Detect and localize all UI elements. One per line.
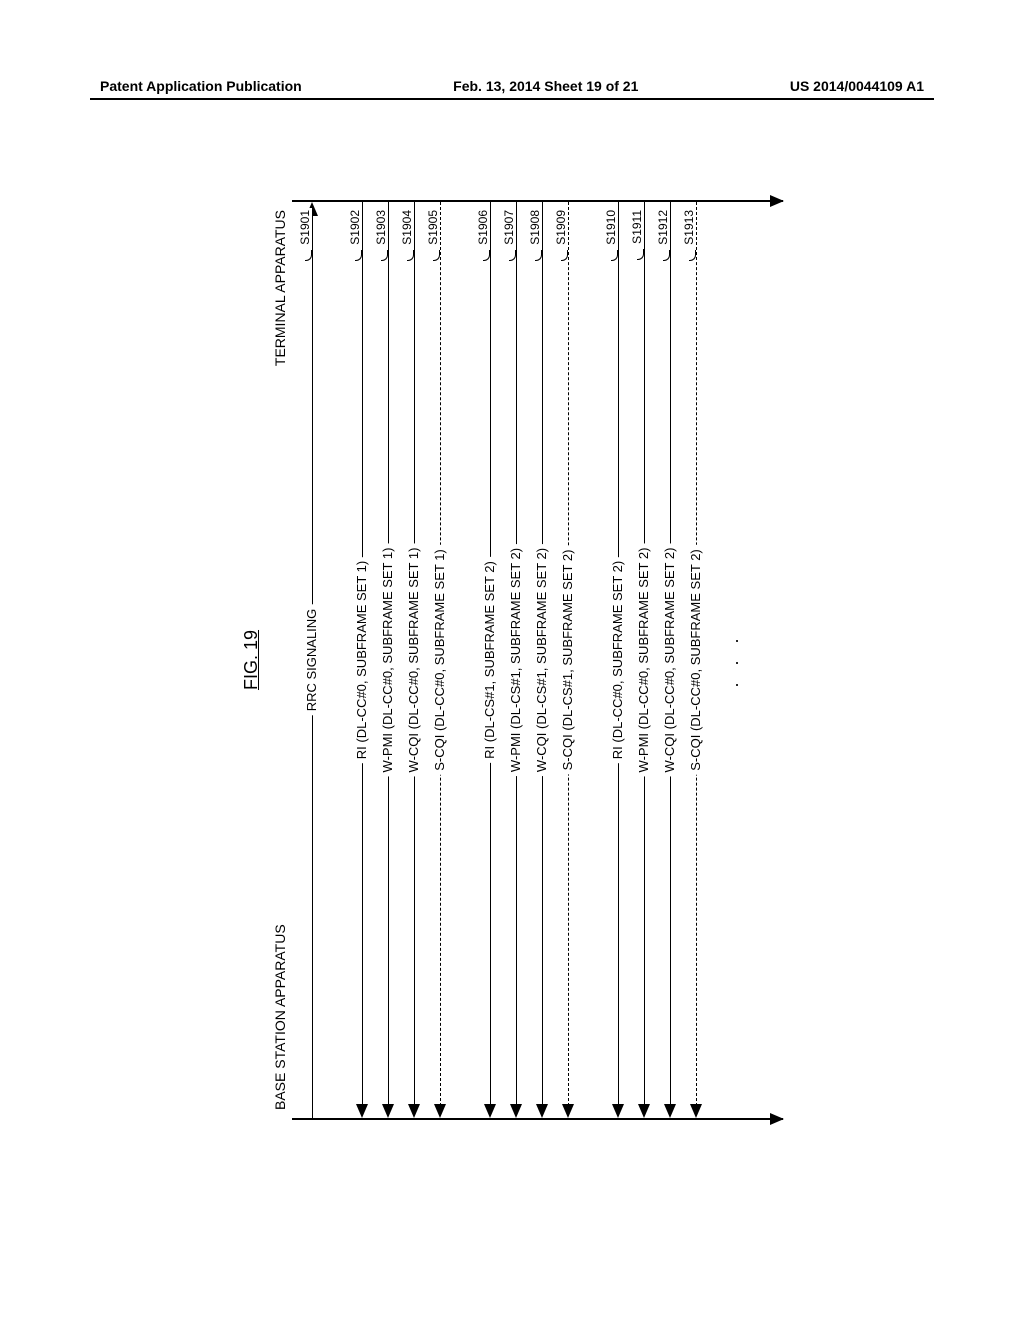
message-label: RI (DL-CS#1, SUBFRAME SET 2) [482,557,497,763]
step-label: S1902 [348,208,362,247]
rrc-signaling-arrow: RRC SIGNALING S1901 [300,202,324,1118]
step-label: S1909 [554,208,568,247]
csi-brackets: CSI (DL-CC#0, SUBFRAME SET 1)CSI (DL-CS#… [292,0,783,190]
rrc-label: RRC SIGNALING [304,605,319,716]
message-label: S-CQI (DL-CC#0, SUBFRAME SET 1) [432,545,447,775]
flow-area: RRC SIGNALING S1901 RI (DL-CC#0, SUBFRAM… [292,200,783,1120]
csi-arrow: S-CQI (DL-CC#0, SUBFRAME SET 1) S1905 [428,202,452,1118]
message-label: W-PMI (DL-CC#0, SUBFRAME SET 1) [380,544,395,777]
rrc-step: S1901 [298,208,312,247]
step-label: S1906 [476,208,490,247]
csi-arrow: RI (DL-CC#0, SUBFRAME SET 2) S1910 [606,202,630,1118]
message-label: W-PMI (DL-CS#1, SUBFRAME SET 2) [508,544,523,776]
csi-arrow: S-CQI (DL-CS#1, SUBFRAME SET 2) S1909 [556,202,580,1118]
message-label: W-PMI (DL-CC#0, SUBFRAME SET 2) [636,544,651,777]
figure-title: FIG. 19 [241,200,262,1120]
csi-arrow: W-CQI (DL-CC#0, SUBFRAME SET 1) S1904 [402,202,426,1118]
message-label: W-CQI (DL-CC#0, SUBFRAME SET 1) [406,544,421,777]
step-label: S1911 [630,208,644,246]
csi-arrow: W-PMI (DL-CC#0, SUBFRAME SET 1) S1903 [376,202,400,1118]
message-label: RI (DL-CC#0, SUBFRAME SET 1) [354,557,369,763]
csi-arrow: RI (DL-CC#0, SUBFRAME SET 1) S1902 [350,202,374,1118]
step-label: S1907 [502,208,516,247]
csi-arrow: W-PMI (DL-CS#1, SUBFRAME SET 2) S1907 [504,202,528,1118]
step-label: S1905 [426,208,440,247]
message-label: W-CQI (DL-CS#1, SUBFRAME SET 2) [534,544,549,776]
message-label: RI (DL-CC#0, SUBFRAME SET 2) [610,557,625,763]
step-label: S1903 [374,208,388,247]
csi-arrow: RI (DL-CS#1, SUBFRAME SET 2) S1906 [478,202,502,1118]
csi-arrow: W-PMI (DL-CC#0, SUBFRAME SET 2) S1911 [632,202,656,1118]
step-label: S1910 [604,208,618,247]
message-label: W-CQI (DL-CC#0, SUBFRAME SET 2) [662,544,677,777]
csi-arrow: W-CQI (DL-CS#1, SUBFRAME SET 2) S1908 [530,202,554,1118]
step-label: S1908 [528,208,542,247]
message-label: S-CQI (DL-CC#0, SUBFRAME SET 2) [688,545,703,775]
message-label: S-CQI (DL-CS#1, SUBFRAME SET 2) [560,546,575,775]
step-label: S1904 [400,208,414,247]
csi-arrow: W-CQI (DL-CC#0, SUBFRAME SET 2) S1912 [658,202,682,1118]
base-station-label: BASE STATION APPARATUS [272,924,288,1110]
diagram-rotated-container: FIG. 19 BASE STATION APPARATUS TERMINAL … [241,200,783,1120]
header-right: US 2014/0044109 A1 [790,78,924,94]
csi-arrow: S-CQI (DL-CC#0, SUBFRAME SET 2) S1913 [684,202,708,1118]
step-label: S1912 [656,208,670,247]
lifeline-labels: BASE STATION APPARATUS TERMINAL APPARATU… [272,200,292,1120]
terminal-label: TERMINAL APPARATUS [272,210,288,366]
header-left: Patent Application Publication [100,78,302,94]
ellipsis: . . . [722,202,743,1118]
sequence-diagram: FIG. 19 BASE STATION APPARATUS TERMINAL … [241,200,783,1120]
step-label: S1913 [682,208,696,247]
